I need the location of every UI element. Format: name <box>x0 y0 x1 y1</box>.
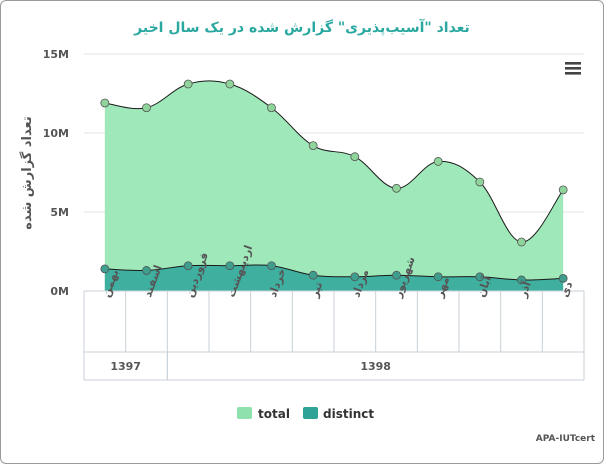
point-distinct[interactable] <box>267 261 276 271</box>
y-tick-label: 15M <box>43 48 69 61</box>
point-distinct[interactable] <box>392 270 401 280</box>
point-total[interactable] <box>267 103 276 113</box>
y-tick-label: 5M <box>50 206 69 219</box>
y-tick-label: 10M <box>43 127 69 140</box>
point-total[interactable] <box>183 79 193 89</box>
point-total[interactable] <box>100 98 110 108</box>
point-total[interactable] <box>350 152 360 162</box>
point-total[interactable] <box>142 103 151 113</box>
point-distinct[interactable] <box>142 266 151 275</box>
point-distinct[interactable] <box>308 270 318 280</box>
point-total[interactable] <box>433 157 443 166</box>
legend-swatch <box>303 407 318 419</box>
point-distinct[interactable] <box>517 275 526 285</box>
point-distinct[interactable] <box>475 272 485 282</box>
area-distinct <box>104 264 564 291</box>
legend-swatch <box>237 407 252 419</box>
hamburger-menu-icon[interactable] <box>560 60 587 80</box>
legend-item-distinct[interactable]: distinct <box>303 407 374 421</box>
point-distinct[interactable] <box>225 261 235 271</box>
x-tick-label: دی <box>558 279 576 299</box>
chart-title: تعداد "آسیب‌پذیری" گزارش شده در یک سال ا… <box>133 18 470 36</box>
legend-label: distinct <box>323 407 374 421</box>
y-axis-label: تعداد گزارش شده <box>19 116 35 229</box>
group-label: 1397 <box>110 360 141 373</box>
point-distinct[interactable] <box>433 272 443 282</box>
point-total[interactable] <box>308 141 318 151</box>
point-distinct[interactable] <box>350 272 360 282</box>
x-tick-label: تیر <box>307 280 325 300</box>
y-tick-label: 0M <box>50 285 69 298</box>
credit-text: APA-IUTcert <box>536 434 596 444</box>
point-distinct[interactable] <box>558 273 568 283</box>
point-total[interactable] <box>517 237 526 247</box>
point-distinct[interactable] <box>100 264 110 274</box>
area-total <box>104 80 564 291</box>
point-total[interactable] <box>475 177 485 187</box>
group-label: 1398 <box>360 360 391 373</box>
point-distinct[interactable] <box>183 261 193 271</box>
legend-item-total[interactable]: total <box>237 407 290 421</box>
point-total[interactable] <box>392 183 401 193</box>
x-tick-label: آذر <box>515 279 534 300</box>
legend-label: total <box>258 407 290 421</box>
point-total[interactable] <box>225 79 235 89</box>
x-tick-label: آبان <box>473 274 494 299</box>
point-total[interactable] <box>558 185 568 195</box>
